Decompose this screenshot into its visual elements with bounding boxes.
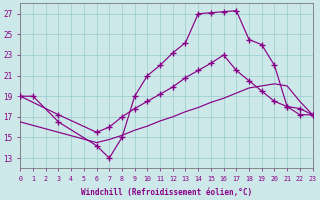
X-axis label: Windchill (Refroidissement éolien,°C): Windchill (Refroidissement éolien,°C)	[81, 188, 252, 197]
